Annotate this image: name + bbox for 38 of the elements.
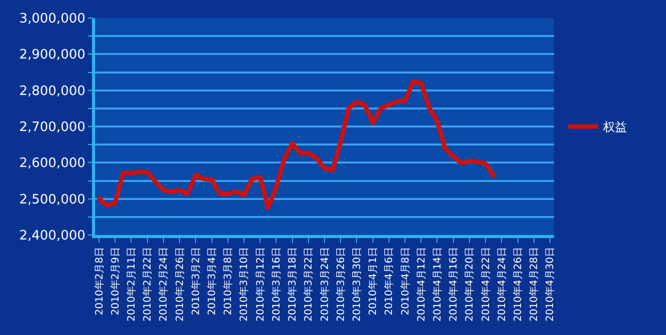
x-tick-label: 2010年4月20日 [464, 247, 476, 322]
y-tick-label: 2,500,000 [19, 192, 86, 208]
y-tick-label: 2,800,000 [19, 84, 86, 99]
line-series [96, 79, 496, 210]
x-tick-label: 2010年4月30日 [544, 247, 556, 322]
x-tick-label: 2010年3月12日 [254, 247, 266, 322]
x-tick-label: 2010年2月26日 [174, 247, 186, 322]
x-tick-label: 2010年4月1日 [367, 247, 380, 316]
x-tick-label: 2010年4月16日 [448, 247, 460, 322]
x-tick-label: 2010年2月22日 [142, 247, 154, 322]
x-tick-label: 2010年4月14日 [431, 247, 444, 322]
x-tick-label: 2010年3月26日 [334, 247, 347, 322]
x-tick-label: 2010年4月12日 [415, 247, 428, 322]
x-tick-label: 2010年4月26日 [512, 247, 524, 322]
x-tick-label: 2010年3月30日 [350, 247, 363, 322]
y-tick-label: 2,600,000 [19, 156, 86, 172]
x-tick-label: 2010年3月2日 [190, 247, 202, 316]
x-tick-label: 2010年3月4日 [206, 247, 218, 316]
x-tick-label: 2010年4月22日 [480, 247, 492, 322]
x-tick-label: 2010年4月24日 [496, 247, 508, 322]
y-tick-label: 2,700,000 [19, 120, 86, 136]
x-tick-label: 2010年3月10日 [238, 247, 250, 322]
x-tick-label: 2010年3月18日 [286, 247, 299, 322]
x-tick-label: 2010年2月24日 [158, 247, 170, 322]
x-tick-label: 2010年3月8日 [222, 247, 234, 316]
x-tick-label: 2010年4月6日 [383, 247, 396, 316]
x-tick-label: 2010年2月9日 [109, 247, 122, 316]
y-tick-label: 2,900,000 [19, 48, 86, 63]
x-tick-label: 2010年2月8日 [93, 247, 106, 316]
y-tick-label: 2,400,000 [19, 228, 86, 244]
x-tick-label: 2010年3月24日 [318, 247, 331, 322]
x-tick-label: 2010年2月11日 [125, 247, 138, 322]
legend-label: 权益 [602, 120, 628, 134]
x-tick-label: 2010年3月22日 [302, 247, 315, 322]
y-tick-label: 3,000,000 [19, 12, 86, 27]
x-tick-label: 2010年3月16日 [270, 247, 282, 322]
x-tick-label: 2010年4月8日 [399, 247, 412, 316]
x-tick-label: 2010年4月28日 [528, 247, 540, 322]
